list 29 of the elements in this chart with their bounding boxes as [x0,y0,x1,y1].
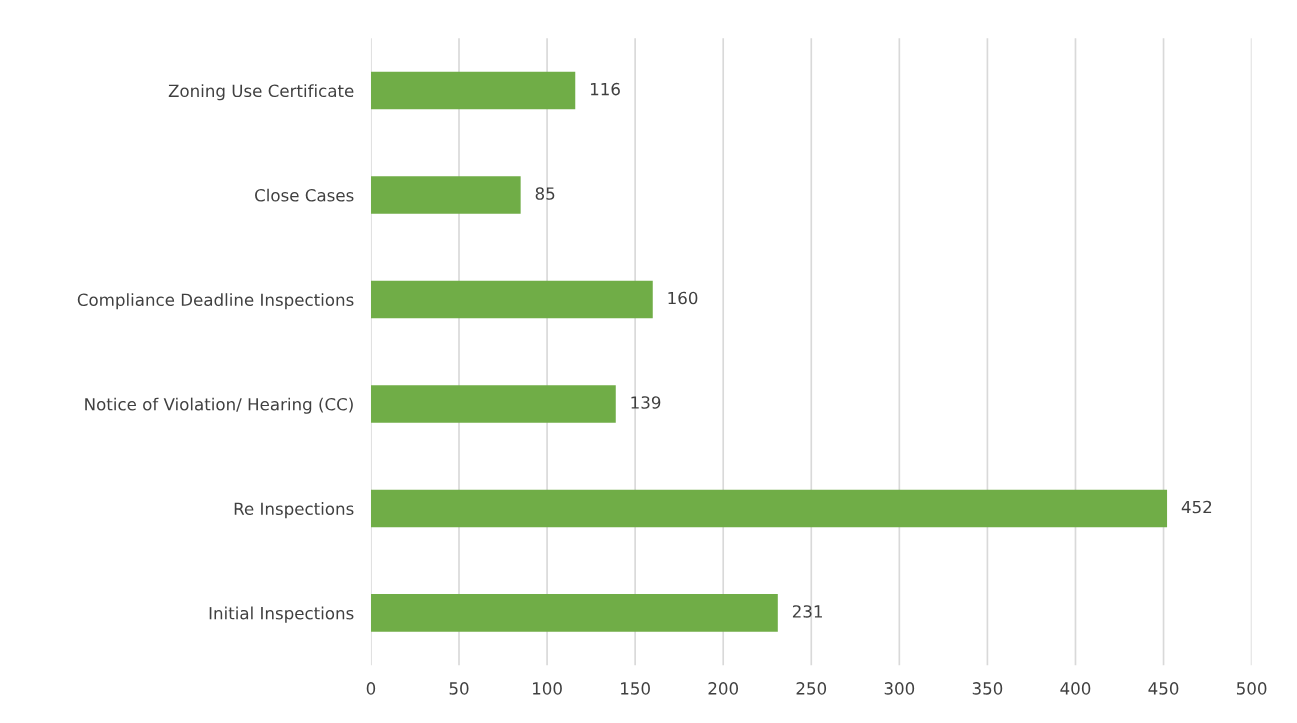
y-tick-label: Notice of Violation/ Hearing (CC) [85,397,353,414]
x-tick-label: 300 [884,682,915,695]
bar [370,594,778,632]
data-label: 116 [590,82,620,96]
x-tick-label: 250 [796,682,827,695]
x-tick-label: 350 [972,682,1003,695]
x-tick-label: 0 [366,682,376,695]
x-tick-label: 150 [621,682,650,695]
x-tick-label: 200 [708,682,739,695]
bar [370,489,1168,528]
x-tick-label: 500 [1236,682,1267,695]
data-label: 452 [1181,500,1212,514]
y-tick-label: Zoning Use Certificate [168,84,354,101]
bar [370,280,653,319]
x-tick-label: 50 [449,682,469,695]
x-tick-label: 400 [1060,682,1091,695]
bar [370,71,576,110]
y-tick-label: Close Cases [255,188,354,202]
bar [370,176,521,214]
x-tick-label: 100 [533,682,562,695]
x-tick-label: 450 [1148,682,1179,695]
y-tick-label: Re Inspections [234,502,354,519]
y-tick-label: Compliance Deadline Inspections [77,293,354,310]
data-label: 231 [792,605,822,618]
data-label: 160 [668,291,698,305]
y-tick-label: Initial Inspections [209,606,354,623]
data-label: 85 [535,187,555,200]
bar [370,385,616,423]
data-label: 139 [631,396,661,409]
